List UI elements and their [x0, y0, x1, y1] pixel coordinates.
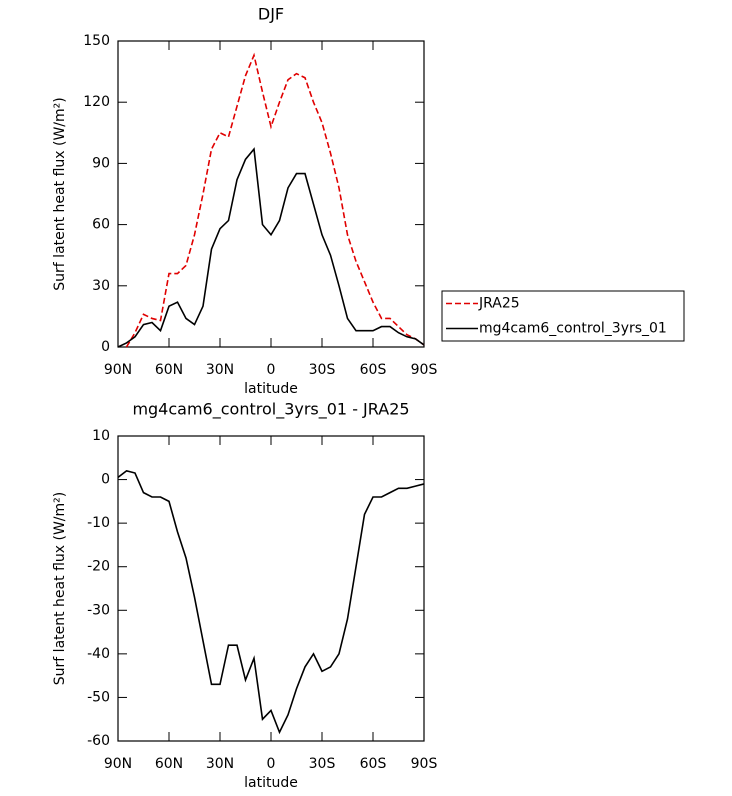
x-tick-label: 90S: [411, 756, 438, 772]
x-tick-label: 30S: [309, 756, 336, 772]
x-tick-label: 60N: [155, 756, 183, 772]
y-tick-label: 120: [83, 94, 110, 110]
x-tick-label: 30N: [206, 756, 234, 772]
y-tick-label: -40: [87, 646, 110, 662]
x-axis-label: latitude: [244, 775, 298, 791]
plot-frame: [117, 435, 425, 742]
y-tick-label: -60: [87, 733, 110, 749]
y-tick-label: -10: [87, 515, 110, 531]
x-tick-label: 0: [267, 756, 276, 772]
y-tick-label: -50: [87, 689, 110, 705]
chart-title: DJF: [258, 5, 284, 24]
x-tick-label: 90S: [411, 362, 438, 378]
x-tick-label: 30N: [206, 362, 234, 378]
y-tick-label: 0: [101, 472, 110, 488]
data-line: [117, 147, 425, 348]
y-tick-label: 10: [92, 428, 110, 444]
x-tick-label: 60S: [360, 756, 387, 772]
x-tick-label: 60S: [360, 362, 387, 378]
x-tick-label: 60N: [155, 362, 183, 378]
legend-label: mg4cam6_control_3yrs_01: [479, 321, 667, 337]
data-line: [117, 469, 425, 735]
legend-label: JRA25: [478, 296, 520, 312]
y-axis-label: Surf latent heat flux (W/m²): [52, 97, 68, 290]
y-tick-label: 90: [92, 155, 110, 171]
y-tick-label: 150: [83, 33, 110, 49]
x-tick-label: 90N: [104, 756, 132, 772]
y-tick-label: 60: [92, 217, 110, 233]
x-tick-label: 0: [267, 362, 276, 378]
x-axis-label: latitude: [244, 381, 298, 397]
legend-box: [441, 290, 685, 342]
data-line: [125, 52, 425, 348]
chart-title: mg4cam6_control_3yrs_01 - JRA25: [132, 400, 409, 420]
y-tick-label: 30: [92, 278, 110, 294]
y-tick-label: -30: [87, 602, 110, 618]
x-tick-label: 90N: [104, 362, 132, 378]
y-tick-label: -20: [87, 559, 110, 575]
y-axis-label: Surf latent heat flux (W/m²): [52, 492, 68, 685]
x-tick-label: 30S: [309, 362, 336, 378]
y-tick-label: 0: [101, 339, 110, 355]
